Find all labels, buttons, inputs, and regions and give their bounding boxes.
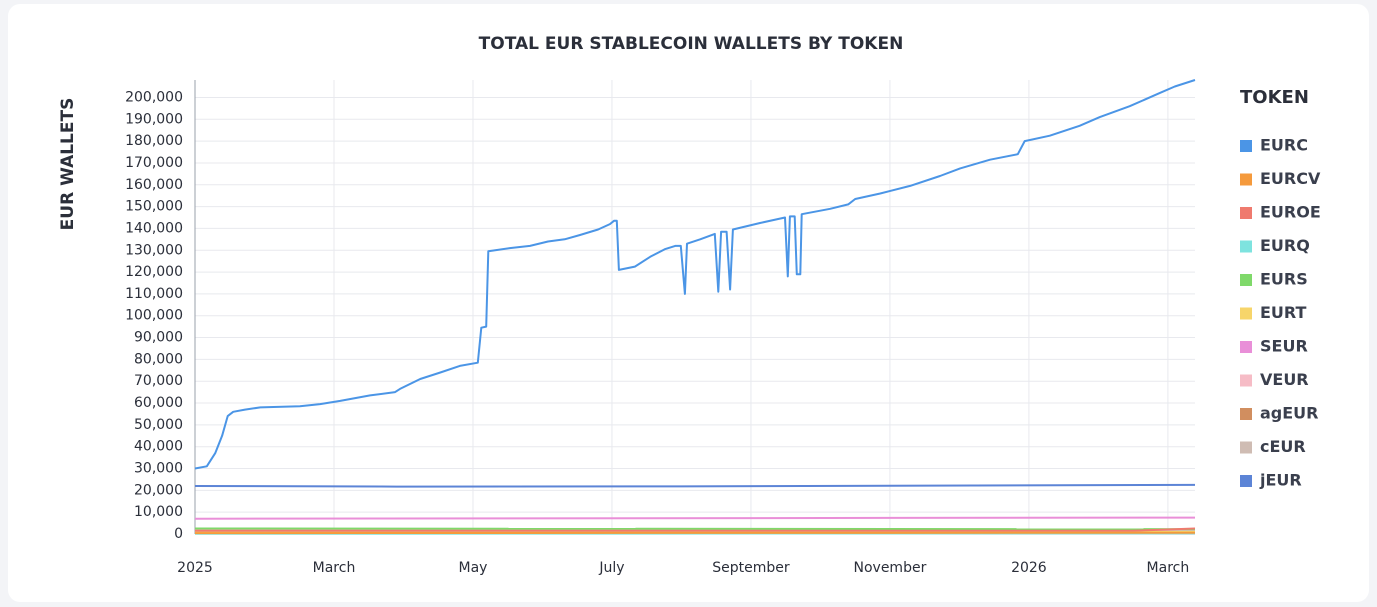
legend-swatch xyxy=(1240,274,1252,286)
legend-label: EUROE xyxy=(1260,203,1321,222)
legend-swatch xyxy=(1240,240,1252,253)
y-tick-label: 150,000 xyxy=(125,199,183,215)
y-tick-label: 60,000 xyxy=(134,395,183,411)
legend-swatch xyxy=(1240,374,1252,387)
legend-swatch xyxy=(1240,475,1252,487)
legend-label: EURQ xyxy=(1260,236,1310,255)
x-tick-label: March xyxy=(313,560,356,576)
y-tick-label: 50,000 xyxy=(134,417,183,433)
legend-swatch xyxy=(1240,207,1252,219)
legend-swatch xyxy=(1240,307,1252,320)
y-tick-label: 190,000 xyxy=(125,111,183,127)
legend-label: cEUR xyxy=(1260,437,1306,456)
series-line xyxy=(194,516,1196,520)
y-tick-label: 170,000 xyxy=(125,155,183,171)
y-tick-label: 200,000 xyxy=(125,89,183,105)
y-tick-label: 120,000 xyxy=(125,264,183,280)
x-tick-label: May xyxy=(458,560,487,576)
x-tick-label: September xyxy=(712,560,790,576)
y-tick-label: 110,000 xyxy=(125,286,183,302)
legend-label: EURS xyxy=(1260,270,1308,289)
legend-label: VEUR xyxy=(1260,370,1309,389)
y-tick-label: 160,000 xyxy=(125,177,183,193)
legend-title: TOKEN xyxy=(1240,87,1309,108)
y-tick-label: 70,000 xyxy=(134,373,183,389)
legend-label: agEUR xyxy=(1260,404,1319,423)
y-tick-label: 30,000 xyxy=(134,461,183,477)
chart-title: TOTAL EUR STABLECOIN WALLETS BY TOKEN xyxy=(479,34,904,54)
x-tick-label: March xyxy=(1147,560,1190,576)
legend-swatch xyxy=(1240,441,1252,454)
x-tick-label: 2026 xyxy=(1011,560,1047,576)
chart: TOTAL EUR STABLECOIN WALLETS BY TOKEN EU… xyxy=(58,34,1321,576)
x-tick-label: November xyxy=(854,560,927,576)
y-tick-label: 140,000 xyxy=(125,220,183,236)
legend-swatch xyxy=(1240,341,1252,353)
series-line xyxy=(195,527,1196,532)
x-tick-label: 2025 xyxy=(177,560,213,576)
y-tick-label: 100,000 xyxy=(125,308,183,324)
y-axis-title: EUR WALLETS xyxy=(58,98,78,231)
y-tick-label: 90,000 xyxy=(134,330,183,346)
y-tick-label: 10,000 xyxy=(134,504,183,520)
y-tick-label: 130,000 xyxy=(125,242,183,258)
y-tick-label: 40,000 xyxy=(134,439,183,455)
series-line xyxy=(194,527,1196,531)
x-tick-label: July xyxy=(598,560,624,576)
card: TOTAL EUR STABLECOIN WALLETS BY TOKEN EU… xyxy=(8,4,1369,602)
series-line xyxy=(194,79,1196,470)
legend-label: SEUR xyxy=(1260,337,1308,356)
legend-label: EURT xyxy=(1260,303,1307,322)
legend-swatch xyxy=(1240,140,1252,152)
legend-swatch xyxy=(1240,408,1252,420)
legend-label: EURC xyxy=(1260,136,1308,155)
legend-swatch xyxy=(1240,173,1252,186)
legend-label: EURCV xyxy=(1260,169,1321,188)
legend-label: jEUR xyxy=(1259,471,1302,490)
y-tick-label: 20,000 xyxy=(134,482,183,498)
series-line xyxy=(194,483,1196,488)
y-tick-label: 0 xyxy=(174,526,183,542)
y-tick-label: 80,000 xyxy=(134,351,183,367)
y-tick-label: 180,000 xyxy=(125,133,183,149)
